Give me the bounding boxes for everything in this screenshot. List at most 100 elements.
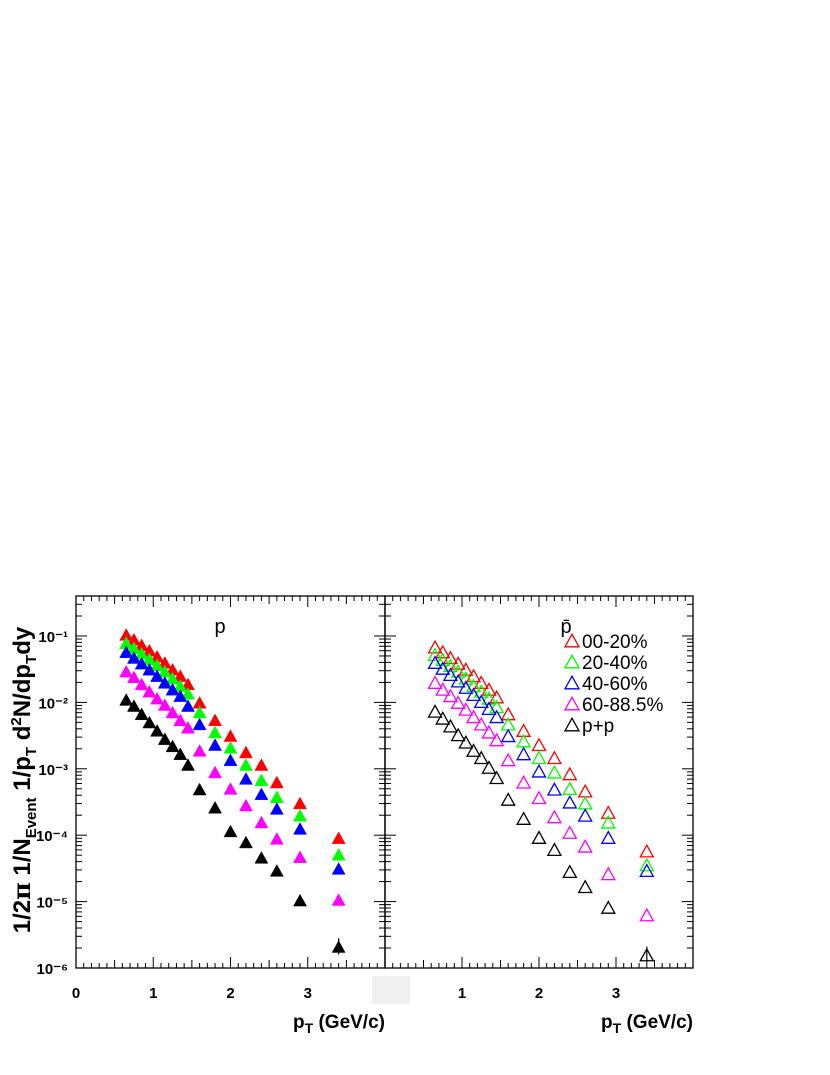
data-point	[577, 783, 593, 798]
data-point	[165, 739, 180, 753]
data-point	[119, 693, 134, 706]
y-tick-label: 10⁻⁶	[36, 961, 68, 978]
data-point	[473, 684, 489, 698]
data-point	[600, 805, 616, 819]
data-point	[465, 709, 482, 724]
data-point	[600, 814, 616, 829]
data-point	[208, 765, 222, 779]
data-point	[562, 825, 578, 839]
data-point	[142, 662, 157, 676]
data-point	[450, 695, 466, 709]
data-point	[435, 661, 451, 675]
data-point	[239, 758, 253, 771]
data-point	[473, 716, 489, 731]
data-point	[577, 795, 593, 810]
data-point	[173, 689, 188, 702]
data-point	[500, 728, 516, 743]
data-point	[269, 775, 284, 789]
data-point	[465, 743, 482, 757]
placeholder-box	[372, 976, 410, 1004]
data-point	[181, 699, 195, 712]
data-point	[181, 687, 195, 700]
data-point	[192, 782, 207, 796]
data-point	[150, 724, 165, 737]
data-point	[173, 747, 188, 760]
data-point	[562, 864, 578, 879]
data-points	[119, 628, 655, 963]
data-point	[481, 691, 497, 705]
data-point	[331, 893, 346, 906]
data-point	[600, 830, 616, 844]
legend-label: 20-40%	[582, 653, 648, 674]
data-point	[442, 718, 459, 733]
data-point	[531, 763, 547, 778]
x-tick-label: 2	[226, 985, 234, 1002]
data-point	[435, 711, 451, 725]
data-point	[600, 900, 616, 914]
data-point	[208, 800, 222, 814]
x-tick-label: 3	[304, 985, 312, 1002]
data-point	[254, 815, 269, 829]
y-axis-title: 1/2π 1/NEvent 1/pT d2N/dpTdy	[7, 626, 40, 933]
data-point	[208, 713, 222, 726]
data-point	[458, 671, 474, 685]
data-point	[500, 752, 516, 767]
data-point	[639, 907, 655, 922]
data-point	[269, 832, 284, 845]
data-point	[427, 675, 443, 689]
data-point	[515, 811, 532, 825]
data-point	[223, 729, 238, 742]
data-point	[223, 753, 238, 766]
data-point	[531, 790, 547, 805]
data-point	[546, 750, 563, 765]
data-point	[515, 774, 532, 789]
data-point	[269, 790, 284, 803]
data-point	[546, 842, 563, 856]
data-point	[150, 669, 165, 682]
data-point	[577, 839, 593, 853]
legend-marker	[563, 716, 581, 732]
data-point	[192, 744, 207, 757]
data-point	[134, 707, 149, 720]
data-point	[600, 866, 616, 881]
legend-label: 40-60%	[582, 674, 648, 695]
data-point	[127, 670, 141, 684]
data-point	[223, 741, 238, 754]
data-point	[473, 675, 489, 689]
x-tick-label: 0	[72, 985, 80, 1002]
data-point	[293, 808, 307, 822]
data-point	[473, 750, 489, 765]
data-point	[223, 824, 238, 838]
data-point	[293, 850, 307, 863]
data-point	[442, 667, 459, 682]
data-point	[127, 651, 141, 664]
data-point	[481, 760, 497, 774]
data-point	[546, 809, 563, 824]
data-point	[331, 847, 346, 861]
data-point	[427, 639, 443, 654]
y-tick-labels: 10⁻⁶ 10⁻⁵ 10⁻⁴ 10⁻³ 10⁻² 10⁻¹	[36, 629, 68, 978]
y-tick-label: 10⁻⁵	[36, 895, 68, 912]
x-tick-label: 1	[458, 985, 466, 1002]
legend-marker	[563, 632, 581, 648]
x-tick-label: 3	[612, 985, 620, 1002]
data-point	[458, 662, 474, 676]
legend-label: 00-20%	[582, 632, 648, 653]
data-point	[435, 682, 451, 696]
data-point	[489, 709, 505, 724]
data-point	[254, 787, 269, 800]
legend-marker	[563, 674, 581, 690]
data-point	[458, 680, 474, 694]
data-point	[239, 772, 253, 785]
left-panel-frame	[75, 595, 386, 969]
data-point	[450, 664, 466, 678]
data-point	[239, 798, 253, 812]
data-point	[427, 647, 443, 662]
data-point	[489, 732, 505, 747]
data-point	[562, 766, 578, 781]
data-point	[331, 862, 346, 875]
data-point	[269, 802, 284, 815]
legend-label: 60-88.5%	[582, 695, 663, 716]
data-point	[465, 668, 482, 683]
y-tick-label: 10⁻³	[38, 762, 68, 779]
